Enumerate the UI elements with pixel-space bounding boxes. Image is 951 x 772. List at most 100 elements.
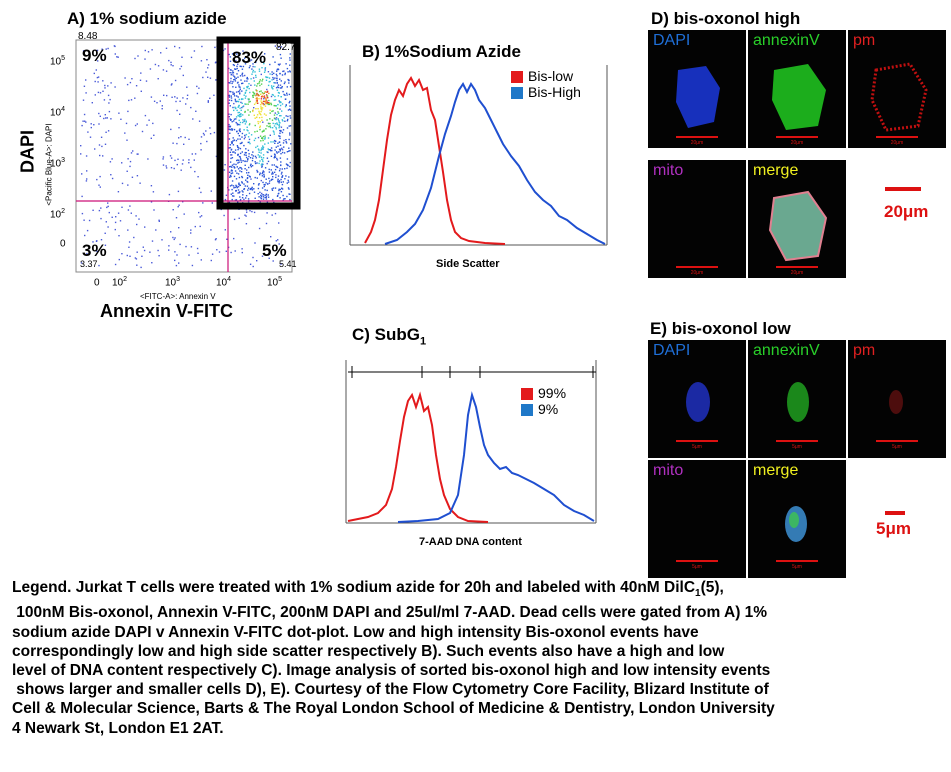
- scatter-dot: [239, 116, 241, 118]
- scatter-dot: [127, 158, 129, 160]
- scatter-dot: [272, 260, 274, 262]
- scatter-dot: [246, 172, 248, 174]
- scatter-dot: [288, 150, 290, 152]
- scatter-dot: [225, 194, 228, 196]
- scatter-dot: [256, 169, 258, 172]
- scatter-dot: [228, 67, 230, 70]
- scatter-dot: [104, 87, 106, 89]
- scatter-dot: [266, 157, 269, 159]
- legend-line-4: correspondingly low and high side scatte…: [12, 642, 725, 660]
- scatter-dot: [262, 171, 264, 174]
- scatter-dot: [252, 151, 254, 153]
- scatter-dot: [256, 100, 258, 103]
- scatter-dot: [282, 70, 284, 73]
- scatter-dot: [134, 124, 137, 127]
- scatter-dot: [127, 184, 129, 186]
- scatter-dot: [178, 47, 181, 49]
- scatter-dot: [273, 117, 276, 119]
- scatter-dot: [144, 114, 147, 117]
- scatter-dot: [185, 103, 187, 105]
- scatter-dot: [272, 110, 274, 112]
- scatter-dot: [132, 150, 134, 152]
- scatter-dot: [268, 99, 270, 102]
- scatter-dot: [260, 149, 262, 152]
- scatter-dot: [94, 94, 96, 96]
- scatter-dot: [287, 115, 289, 118]
- scatter-dot: [179, 100, 181, 102]
- scatter-dot: [168, 193, 171, 196]
- scatter-dot: [276, 123, 278, 125]
- scatter-dot: [241, 106, 243, 109]
- scatter-dot: [81, 173, 83, 175]
- scatter-dot: [247, 103, 249, 105]
- scatter-dot: [269, 134, 271, 136]
- scatter-dot: [235, 184, 237, 187]
- scatter-dot: [249, 60, 251, 62]
- subg1-red-histogram: [347, 391, 489, 523]
- scatter-dot: [252, 155, 255, 157]
- scatter-dot: [256, 171, 259, 173]
- scatter-dot: [85, 92, 87, 94]
- scatter-dot: [285, 104, 287, 106]
- scatter-dot: [114, 221, 117, 224]
- scatter-dot: [257, 102, 259, 104]
- scatter-dot: [286, 167, 288, 169]
- scatter-dot: [238, 217, 240, 219]
- scatter-dot: [287, 179, 289, 182]
- scatter-dot: [274, 212, 277, 215]
- scatter-dot: [264, 53, 266, 55]
- scatter-dot: [276, 166, 279, 169]
- scatter-dot: [100, 136, 103, 138]
- scatter-dot: [152, 191, 155, 193]
- scatter-dot: [268, 81, 270, 83]
- panel-c-histogram: [345, 360, 597, 524]
- x-tick-1e3: 103: [165, 276, 181, 289]
- scatter-dot: [267, 102, 270, 104]
- scatter-dot: [229, 129, 231, 131]
- scatter-dot: [262, 160, 264, 163]
- scatter-dot: [274, 156, 277, 158]
- scatter-dot: [200, 136, 203, 138]
- scatter-dot: [263, 113, 266, 115]
- scatter-dot: [193, 159, 195, 161]
- scatter-dot: [269, 80, 271, 83]
- scatter-dot: [286, 151, 289, 153]
- scatter-dot: [197, 176, 199, 178]
- scatter-dot: [253, 94, 255, 96]
- scatter-dot: [261, 192, 263, 195]
- scatter-dot: [99, 92, 102, 94]
- scatter-dot: [215, 155, 218, 158]
- scatter-dot: [275, 165, 277, 168]
- scatter-dot: [136, 123, 138, 125]
- scatter-dot: [228, 201, 231, 204]
- scatter-dot: [277, 181, 279, 183]
- scatter-dot: [246, 77, 248, 80]
- scatter-dot: [260, 198, 263, 200]
- scatter-dot: [241, 175, 243, 178]
- scatter-dot: [236, 67, 238, 70]
- scatter-dot: [285, 63, 287, 65]
- scatter-dot: [276, 122, 278, 124]
- scatter-dot: [269, 63, 271, 66]
- scatter-dot: [277, 103, 279, 106]
- scatter-dot: [280, 153, 282, 155]
- scatter-dot: [129, 165, 131, 168]
- scatter-dot: [266, 125, 268, 127]
- scatter-dot: [230, 128, 233, 130]
- scatter-dot: [95, 69, 97, 71]
- scatter-dot: [109, 98, 111, 101]
- scatter-dot: [150, 185, 153, 187]
- scatter-dot: [100, 207, 102, 209]
- scatter-dot: [261, 166, 263, 168]
- scatter-dot: [98, 123, 100, 125]
- scatter-dot: [247, 158, 249, 161]
- scatter-dot: [243, 144, 245, 147]
- scatter-dot: [289, 64, 291, 66]
- scatter-dot: [289, 193, 291, 195]
- scatter-dot: [231, 172, 234, 174]
- scatter-dot: [170, 167, 173, 169]
- scatter-dot: [251, 73, 253, 75]
- scatter-dot: [253, 211, 256, 214]
- scatter-dot: [243, 138, 246, 140]
- scatter-dot: [209, 127, 211, 129]
